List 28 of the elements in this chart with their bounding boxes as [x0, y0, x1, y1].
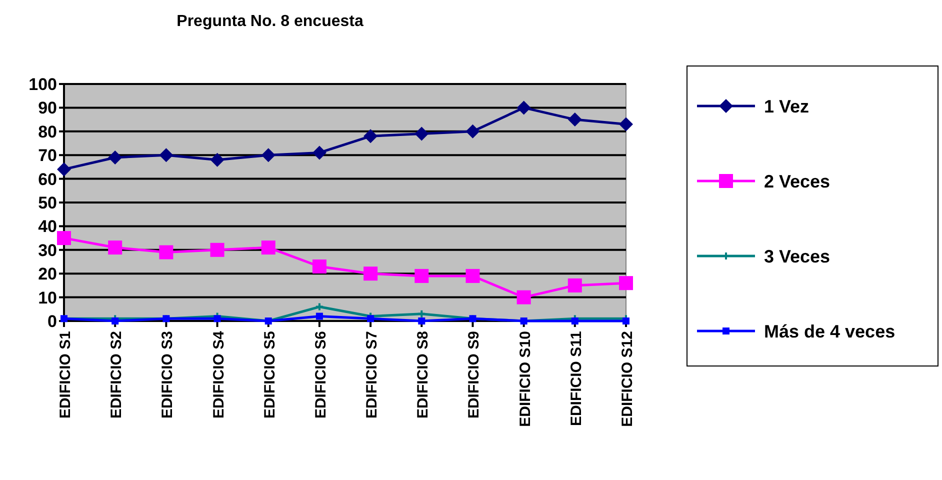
x-tick-label: EDIFICIO S4 [210, 330, 228, 419]
y-tick-label: 10 [38, 288, 57, 308]
chart-title: Pregunta No. 8 encuesta [176, 13, 364, 30]
y-tick-label: 0 [48, 312, 57, 331]
y-tick-label: 40 [38, 217, 57, 236]
legend-label: 1 Vez [764, 96, 810, 116]
y-tick-label: 90 [38, 98, 57, 118]
y-tick-label: 30 [38, 240, 57, 260]
x-tick-label: EDIFICIO S2 [108, 331, 126, 419]
legend-label: 2 Veces [764, 171, 830, 192]
legend-label: 3 Veces [764, 246, 830, 266]
x-tick-label: EDIFICIO S11 [568, 331, 585, 426]
x-tick-label: EDIFICIO S10 [516, 331, 534, 427]
x-tick-label: EDIFICIO S3 [159, 331, 176, 419]
x-tick-label: EDIFICIO S9 [466, 331, 483, 419]
legend-label: Más de 4 veces [764, 321, 896, 342]
x-tick-label: EDIFICIO S12 [619, 331, 636, 427]
y-tick-label: 20 [38, 264, 57, 284]
y-tick-label: 60 [38, 170, 57, 189]
x-tick-label: EDIFICIO S8 [414, 331, 432, 419]
y-tick-label: 100 [28, 74, 57, 94]
x-tick-label: EDIFICIO S5 [261, 331, 278, 419]
x-tick-label: EDIFICIO S1 [57, 331, 74, 419]
y-tick-label: 70 [38, 146, 57, 166]
y-tick-label: 80 [38, 122, 57, 142]
y-tick-label: 50 [38, 193, 57, 212]
x-tick-label: EDIFICIO S6 [312, 331, 330, 419]
x-tick-label: EDIFICIO S7 [364, 331, 381, 419]
